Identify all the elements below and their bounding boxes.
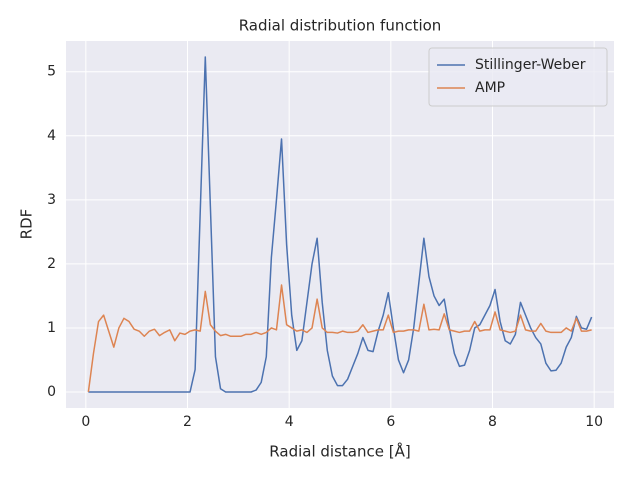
x-tick-label: 6: [386, 414, 395, 430]
y-tick-label: 4: [47, 128, 56, 144]
x-axis-label: Radial distance [Å]: [269, 442, 410, 461]
legend: Stillinger-Weber AMP: [428, 47, 608, 107]
x-tick-label: 2: [183, 414, 192, 430]
y-tick-label: 0: [47, 384, 56, 400]
legend-box: [428, 47, 608, 107]
y-tick-label: 1: [47, 320, 56, 336]
y-axis-label: RDF: [18, 209, 36, 240]
y-tick-label: 3: [47, 192, 56, 208]
data-line: [88, 56, 593, 393]
y-tick-label: 2: [47, 256, 56, 272]
x-tick-label: 4: [285, 414, 294, 430]
x-tick-label: 10: [585, 414, 603, 430]
chart-title: Radial distribution function: [239, 17, 442, 35]
legend-label: Stillinger-Weber: [475, 57, 586, 73]
x-tick-label: 8: [488, 414, 497, 430]
legend-label: AMP: [475, 80, 505, 96]
y-tick-label: 5: [47, 64, 56, 80]
data-line: [87, 284, 592, 393]
x-tick-label: 0: [81, 414, 90, 430]
